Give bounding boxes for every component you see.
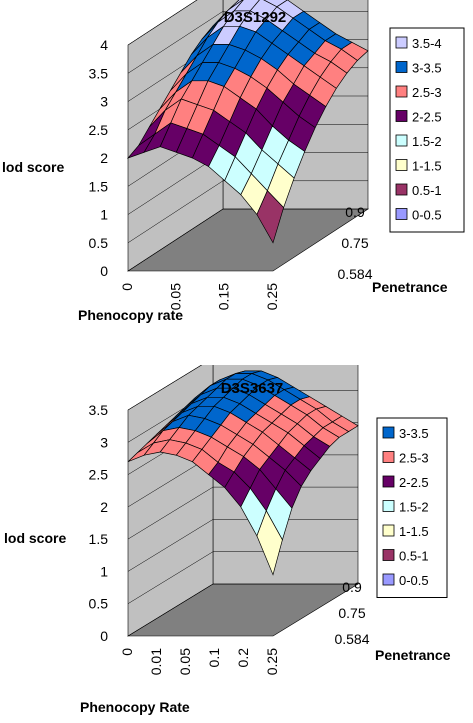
legend-label: 1.5-2 bbox=[399, 500, 429, 515]
x-axis-label: Phenocopy rate bbox=[78, 307, 183, 323]
z-tick-label: 3 bbox=[100, 94, 108, 110]
legend-swatch bbox=[395, 85, 408, 98]
z-tick-label: 0 bbox=[100, 263, 108, 279]
surface-cell bbox=[256, 190, 284, 244]
surface-cell bbox=[256, 509, 283, 576]
z-tick-label: 4 bbox=[100, 37, 108, 53]
legend-label: 2-2.5 bbox=[412, 110, 442, 125]
legend-label: 0.5-1 bbox=[399, 549, 429, 564]
legend-swatch bbox=[382, 451, 395, 463]
y-tick-label: 0.9 bbox=[345, 204, 365, 220]
z-tick-label: 0.5 bbox=[89, 596, 109, 612]
legend-swatch bbox=[395, 159, 408, 171]
x-tick-label: 0.05 bbox=[167, 283, 183, 310]
legend-box bbox=[389, 27, 465, 233]
z-tick-label: 0 bbox=[100, 628, 108, 644]
legend-swatch bbox=[382, 573, 395, 586]
z-tick-label: 2 bbox=[100, 499, 108, 515]
x-tick-label: 0.2 bbox=[235, 648, 251, 668]
y-tick-label: 0.75 bbox=[338, 605, 365, 621]
z-axis-label: lod score bbox=[2, 159, 64, 175]
x-tick-label: 0 bbox=[119, 648, 135, 656]
z-tick-label: 2.5 bbox=[89, 122, 109, 138]
legend-swatch bbox=[382, 500, 395, 512]
legend-label: 1-1.5 bbox=[399, 524, 429, 539]
z-tick-label: 3 bbox=[100, 434, 108, 450]
y-axis-label: Penetrance bbox=[372, 279, 448, 295]
y-tick-label: 0.584 bbox=[337, 266, 372, 282]
legend-label: 2.5-3 bbox=[399, 451, 429, 466]
z-tick-label: 2 bbox=[100, 150, 108, 166]
gridline bbox=[127, 180, 368, 244]
x-axis-label: Phenocopy Rate bbox=[80, 699, 190, 715]
z-tick-label: 3.5 bbox=[89, 402, 109, 418]
legend-swatch bbox=[382, 426, 395, 439]
legend-swatch bbox=[382, 475, 395, 488]
chart-d3s3637: 0 0.5 1 1.5 2 2.5 3 3.5 0 0.01 0.05 0.1 0.2 0.25 0.584… bbox=[0, 357, 473, 718]
legend-label: 2.5-3 bbox=[412, 85, 442, 100]
surface-chart-d3s1292: 0 0.5 1 1.5 2 2.5 3 3.5 4 0 0.05 0.15 0.25 0.584 0.75 0… bbox=[2, 0, 465, 323]
legend-label: 1.5-2 bbox=[412, 134, 442, 149]
y-tick-label: 0.9 bbox=[342, 579, 362, 595]
legend-label: 3.5-4 bbox=[412, 36, 442, 51]
legend-label: 3-3.5 bbox=[399, 426, 429, 441]
x-tick-label: 0 bbox=[119, 283, 135, 291]
gridline bbox=[127, 11, 368, 74]
gridline bbox=[127, 486, 358, 540]
gridline bbox=[127, 0, 198, 46]
gridline bbox=[127, 519, 358, 572]
y-axis-label: Penetrance bbox=[375, 647, 451, 663]
legend-label: 2-2.5 bbox=[399, 475, 429, 490]
legend-label: 0.5-1 bbox=[412, 183, 442, 198]
x-tick-label: 0.15 bbox=[216, 283, 232, 310]
legend-swatch bbox=[395, 36, 408, 49]
legend-swatch bbox=[395, 183, 408, 196]
legend-swatch bbox=[382, 524, 395, 537]
gridline bbox=[127, 583, 358, 637]
x-tick-label: 0.1 bbox=[206, 648, 222, 668]
legend-label: 1-1.5 bbox=[412, 159, 442, 174]
x-tick-label: 0.25 bbox=[264, 648, 280, 675]
z-tick-label: 0.5 bbox=[89, 235, 109, 251]
legend-swatch bbox=[395, 134, 408, 147]
y-tick-label: 0.584 bbox=[334, 631, 369, 647]
z-tick-label: 1.5 bbox=[89, 531, 109, 547]
z-tick-label: 2.5 bbox=[89, 467, 109, 483]
y-tick-label: 0.75 bbox=[341, 235, 368, 251]
z-tick-label: 3.5 bbox=[89, 65, 109, 81]
legend-swatch bbox=[395, 61, 408, 73]
x-tick-label: 0.25 bbox=[264, 283, 280, 310]
x-tick-label: 0.01 bbox=[148, 648, 164, 675]
chart-d3s1292: 0 0.5 1 1.5 2 2.5 3 3.5 4 0 0.05 0.15 0.25 0.584 0.75 0… bbox=[0, 0, 473, 355]
z-tick-label: 1 bbox=[100, 207, 108, 223]
z-axis-label: lod score bbox=[4, 530, 66, 546]
chart-title: D3S1292 bbox=[224, 9, 287, 26]
legend-label: 3-3.5 bbox=[412, 61, 442, 76]
z-tick-label: 1 bbox=[100, 563, 108, 579]
gridline bbox=[127, 208, 368, 272]
legend-swatch bbox=[395, 208, 408, 220]
gridline bbox=[127, 551, 358, 604]
legend-swatch bbox=[382, 549, 395, 561]
surface-chart-d3s3637: 0 0.5 1 1.5 2 2.5 3 3.5 0 0.01 0.05 0.1 0.2 0.25 0.584… bbox=[4, 357, 451, 715]
legend-label: 0-0.5 bbox=[412, 208, 442, 223]
chart-title: D3S3637 bbox=[221, 380, 284, 397]
z-tick-label: 1.5 bbox=[89, 178, 109, 194]
x-tick-label: 0.05 bbox=[177, 648, 193, 675]
legend-swatch bbox=[395, 110, 408, 122]
legend-label: 0-0.5 bbox=[399, 573, 429, 588]
